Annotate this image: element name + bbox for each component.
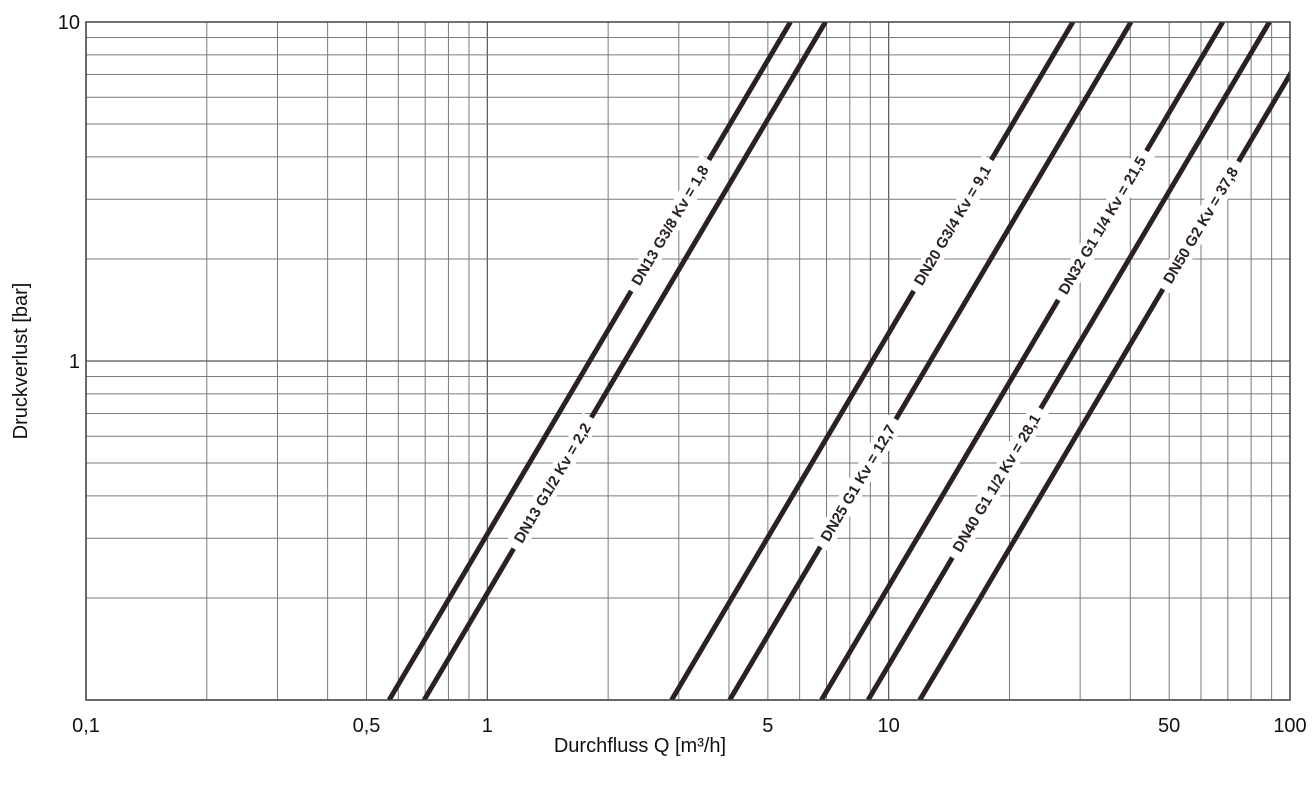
x-tick-label: 50 (1158, 715, 1180, 737)
x-tick-label: 0,5 (353, 715, 381, 737)
series-label: DN25 G1 Kv = 12,7 (818, 422, 900, 544)
series-label-background (622, 154, 718, 297)
series-label-group: DN20 G3/4 Kv = 9,1 (905, 154, 1000, 297)
y-tick-label: 1 (69, 351, 80, 373)
series-label: DN13 G1/2 Kv = 2,2 (511, 420, 595, 546)
series-label: DN13 G3/8 Kv = 1,8 (628, 163, 712, 289)
series-label-group: DN40 G1 1/2 Kv = 28,1 (943, 403, 1050, 563)
series-line (917, 69, 1290, 700)
series-line (421, 22, 828, 700)
series-line (727, 22, 1134, 700)
series-label-background (1049, 145, 1156, 306)
series-line (819, 22, 1225, 700)
series-label-background (905, 154, 1000, 297)
x-tick-label: 100 (1273, 715, 1306, 737)
x-tick-label: 1 (482, 715, 493, 737)
series-label: DN40 G1 1/2 Kv = 28,1 (950, 411, 1045, 555)
grid (85, 22, 1290, 701)
x-tick-label: 10 (878, 715, 900, 737)
series-line (386, 22, 793, 700)
y-axis-title: Druckverlust [bar] (10, 283, 32, 440)
x-tick-label: 5 (762, 715, 773, 737)
series-label-background (505, 412, 600, 554)
plot-frame (85, 21, 1291, 701)
series-label-background (943, 403, 1050, 563)
series-label-background (811, 414, 905, 552)
series-label-background (1154, 156, 1248, 295)
x-tick-label: 0,1 (72, 715, 100, 737)
y-tick-labels: 1 10 (58, 12, 80, 373)
series-label-group: DN32 G1 1/4 Kv = 21,5 (1049, 145, 1156, 306)
series-label: DN32 G1 1/4 Kv = 21,5 (1055, 154, 1150, 298)
series-line (669, 22, 1076, 700)
y-tick-label: 10 (58, 12, 80, 34)
x-tick-labels: 0,1 0,5 1 5 10 50 100 (72, 715, 1307, 737)
x-axis-title: Durchfluss Q [m³/h] (554, 735, 726, 757)
series-line (865, 22, 1272, 700)
